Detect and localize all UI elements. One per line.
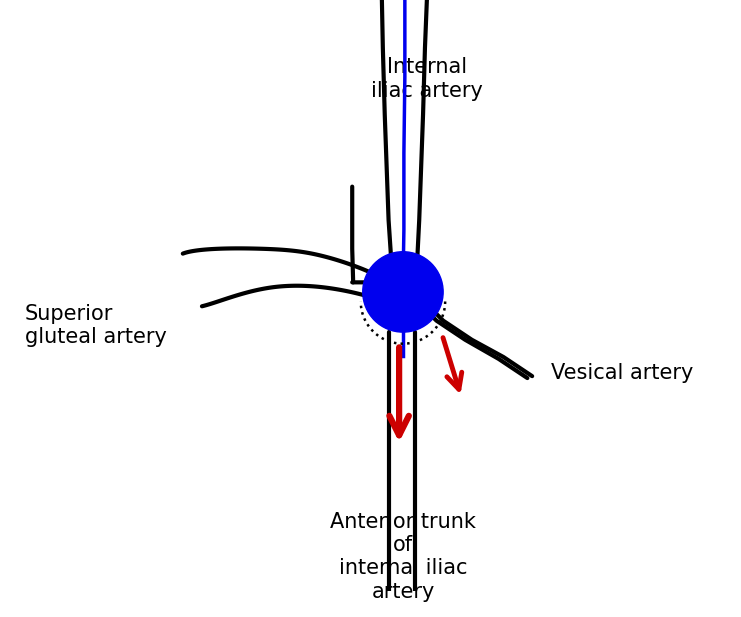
Circle shape <box>363 252 443 332</box>
Text: Anterior trunk
of
internal iliac
artery: Anterior trunk of internal iliac artery <box>330 512 476 602</box>
Text: Vesical artery: Vesical artery <box>551 363 694 383</box>
Text: Internal
iliac artery: Internal iliac artery <box>371 57 483 101</box>
Text: Superior
gluteal artery: Superior gluteal artery <box>25 304 167 347</box>
